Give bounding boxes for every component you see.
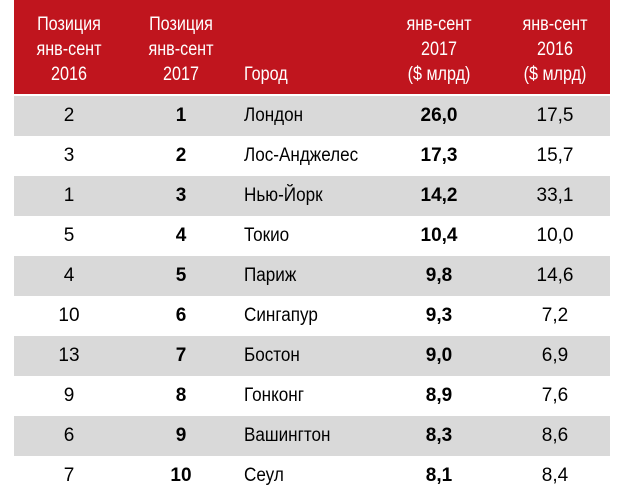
value-2016-cell: 10,0 (536, 225, 574, 246)
rank-2017-cell: 3 (175, 185, 187, 206)
header-value-2016: янв-сент 2016 ($ млрд) (522, 14, 588, 85)
value-2017-cell: 14,2 (420, 185, 458, 206)
header-city: Город (244, 64, 288, 85)
value-2017-cell: 9,8 (425, 265, 453, 286)
value-2017-cell: 8,3 (425, 425, 453, 446)
value-2017-cell: 9,3 (425, 305, 453, 326)
value-2017-cell: 17,3 (420, 145, 458, 166)
value-2016-cell: 17,5 (536, 105, 574, 126)
rank-2017-cell: 8 (175, 385, 187, 406)
value-2017-cell: 26,0 (420, 105, 458, 126)
rank-2016-cell: 1 (63, 185, 75, 206)
city-cell: Сеул (244, 465, 284, 486)
table-row: 1 3 Нью-Йорк 14,2 33,1 (14, 176, 610, 216)
city-cell: Лондон (244, 105, 304, 126)
rank-2017-cell: 9 (175, 425, 187, 446)
table-row: 13 7 Бостон 9,0 6,9 (14, 336, 610, 376)
rank-2016-cell: 5 (63, 225, 75, 246)
header-rank-2017: Позиция янв-сент 2017 (148, 14, 214, 85)
rank-2016-cell: 6 (63, 425, 75, 446)
table-row: 3 2 Лос-Анджелес 17,3 15,7 (14, 136, 610, 176)
table-header: Позиция янв-сент 2016 Позиция янв-сент 2… (14, 0, 610, 94)
rank-2017-cell: 10 (170, 465, 192, 486)
header-value-2017: янв-сент 2017 ($ млрд) (406, 14, 472, 85)
value-2016-cell: 8,4 (541, 465, 569, 486)
rank-2016-cell: 4 (63, 265, 75, 286)
value-2017-cell: 8,1 (425, 465, 453, 486)
value-2016-cell: 14,6 (536, 265, 574, 286)
city-ranking-table: Позиция янв-сент 2016 Позиция янв-сент 2… (14, 0, 610, 496)
table-row: 4 5 Париж 9,8 14,6 (14, 256, 610, 296)
rank-2017-cell: 2 (175, 145, 187, 166)
value-2016-cell: 15,7 (536, 145, 574, 166)
city-cell: Париж (244, 265, 297, 286)
city-cell: Гонконг (244, 385, 304, 406)
rank-2016-cell: 7 (63, 465, 75, 486)
rank-2016-cell: 2 (63, 105, 75, 126)
city-cell: Вашингтон (244, 425, 331, 446)
city-cell: Токио (244, 225, 290, 246)
value-2016-cell: 8,6 (541, 425, 569, 446)
value-2016-cell: 6,9 (541, 345, 569, 366)
city-cell: Бостон (244, 345, 300, 366)
rank-2017-cell: 1 (175, 105, 187, 126)
rank-2016-cell: 10 (58, 305, 80, 326)
rank-2017-cell: 6 (175, 305, 187, 326)
rank-2016-cell: 9 (63, 385, 75, 406)
table-row: 7 10 Сеул 8,1 8,4 (14, 456, 610, 496)
rank-2017-cell: 5 (175, 265, 187, 286)
value-2017-cell: 8,9 (425, 385, 453, 406)
value-2016-cell: 7,6 (541, 385, 569, 406)
value-2016-cell: 33,1 (536, 185, 574, 206)
rank-2016-cell: 13 (58, 345, 80, 366)
table-row: 5 4 Токио 10,4 10,0 (14, 216, 610, 256)
value-2017-cell: 10,4 (420, 225, 458, 246)
table-row: 9 8 Гонконг 8,9 7,6 (14, 376, 610, 416)
value-2016-cell: 7,2 (541, 305, 569, 326)
rank-2017-cell: 4 (175, 225, 187, 246)
city-cell: Сингапур (244, 305, 318, 326)
value-2017-cell: 9,0 (425, 345, 453, 366)
table-row: 6 9 Вашингтон 8,3 8,6 (14, 416, 610, 456)
table-row: 10 6 Сингапур 9,3 7,2 (14, 296, 610, 336)
table-row: 2 1 Лондон 26,0 17,5 (14, 96, 610, 136)
header-rank-2016: Позиция янв-сент 2016 (36, 14, 102, 85)
city-cell: Нью-Йорк (244, 185, 323, 206)
rank-2017-cell: 7 (175, 345, 187, 366)
city-cell: Лос-Анджелес (244, 145, 359, 166)
rank-2016-cell: 3 (63, 145, 75, 166)
